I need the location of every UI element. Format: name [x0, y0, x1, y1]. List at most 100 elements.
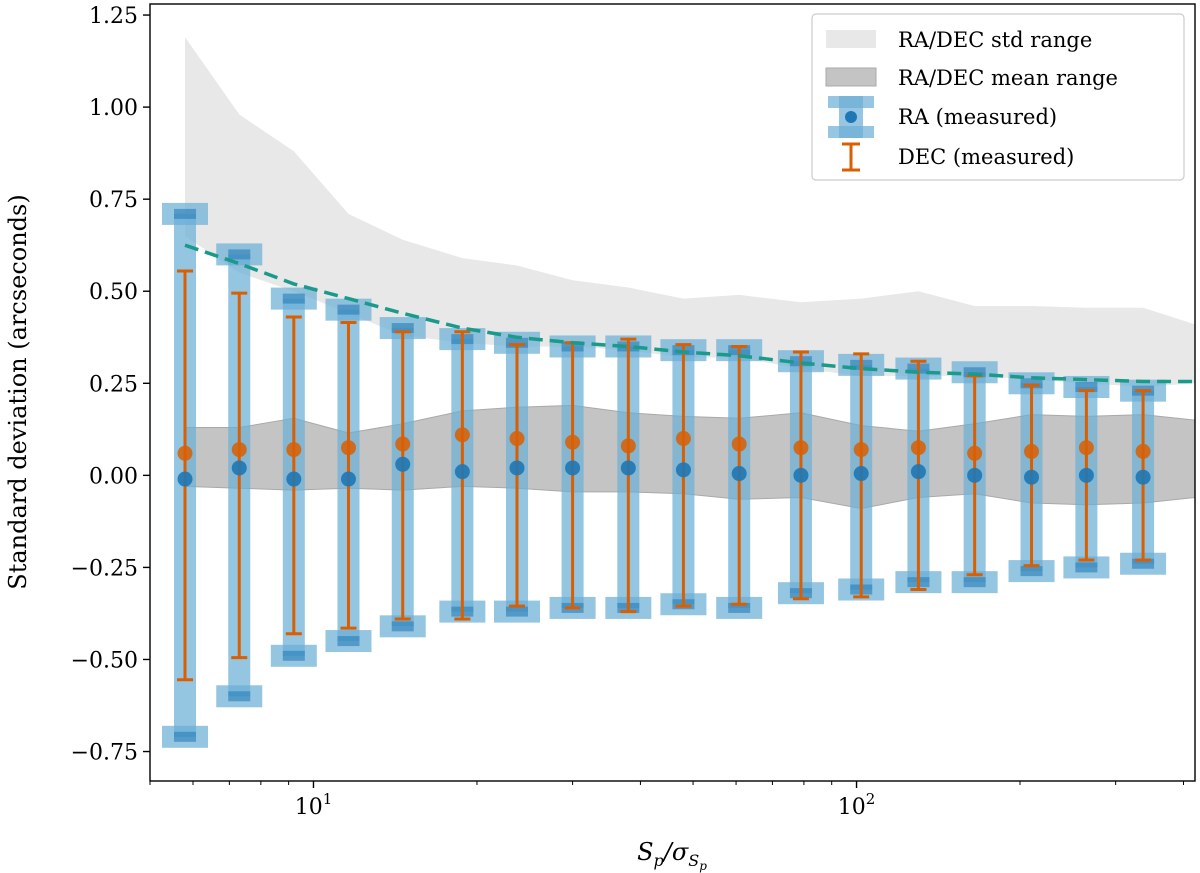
ra-mean-point [910, 464, 926, 480]
ra-mean-point [675, 462, 691, 478]
ra-cap-upper-core [282, 293, 305, 304]
y-tick-label: 0.50 [89, 280, 138, 305]
y-tick-label: 1.00 [89, 96, 138, 121]
legend-label-mean: RA/DEC mean range [898, 66, 1118, 90]
ra-mean-point [967, 467, 983, 483]
x-tick-label-base: 10 [295, 795, 323, 820]
errorbar-group [951, 361, 998, 594]
x-label-sub-p: p [654, 851, 664, 870]
x-tick-label-exponent: 2 [866, 790, 876, 808]
errorbar-group [1120, 379, 1167, 575]
ra-mean-point [395, 456, 411, 472]
dec-mean-point [853, 442, 869, 458]
errorbar-group [549, 335, 596, 619]
dec-mean-point [620, 438, 636, 454]
ra-mean-point [731, 466, 747, 482]
ra-cap-lower-core [963, 577, 986, 588]
errorbar-group [493, 331, 540, 623]
ra-cap-lower-core [228, 691, 251, 702]
dec-mean-point [675, 431, 691, 447]
ra-cap-lower-core [1075, 562, 1098, 573]
dec-mean-point [177, 445, 193, 461]
ra-cap-upper-core [228, 249, 251, 260]
legend-swatch-dec [842, 142, 860, 172]
dec-mean-point [1078, 440, 1094, 456]
legend-label-ra: RA (measured) [898, 105, 1057, 129]
ra-cap-upper-core [1075, 381, 1098, 392]
y-tick-label: 1.25 [89, 4, 138, 29]
ra-cap-upper-core [337, 304, 360, 315]
x-axis: 101 102 [149, 781, 1184, 820]
errorbar-group [216, 243, 263, 708]
errorbar-group [379, 317, 426, 638]
dec-mean-point [454, 427, 470, 443]
ra-cap-lower-core [391, 621, 414, 632]
y-tick-label: 0.25 [89, 372, 138, 397]
std-range-band [185, 37, 1195, 387]
dec-mean-point [509, 431, 525, 447]
x-tick-label-exponent: 1 [323, 790, 333, 808]
ra-mean-point [620, 460, 636, 476]
ra-cap-lower-core [174, 731, 197, 742]
dec-mean-point [395, 436, 411, 452]
ra-mean-point [1135, 469, 1151, 485]
ra-cap-lower-core [1020, 566, 1043, 577]
fit-curve-layer [184, 243, 1195, 384]
x-label-sub-sub-p: p [699, 859, 707, 873]
ra-cap-lower-core [1132, 558, 1155, 569]
y-axis: 1.25 1.00 0.75 0.50 0.25 0.00 −0.25 −0.50 −0.75 [71, 4, 150, 766]
ra-cap-upper-core [174, 208, 197, 219]
ra-mean-point [231, 460, 247, 476]
ra-cap-upper-core [391, 323, 414, 334]
dec-mean-point [340, 440, 356, 456]
ra-cap-upper-core [963, 367, 986, 378]
ra-cap-lower-core [282, 650, 305, 661]
plot-frame [149, 3, 1196, 782]
ra-mean-point [565, 460, 581, 476]
y-tick-label: −0.50 [71, 648, 138, 673]
x-label-sub-s: S [688, 851, 699, 870]
dec-mean-point [793, 440, 809, 456]
fit-curve [184, 243, 1195, 384]
x-label-sigma: /σ [662, 838, 689, 866]
ra-mean-point [853, 466, 869, 482]
errorbar-group [838, 352, 885, 601]
ra-cap-lower-core [337, 636, 360, 647]
legend-label-std: RA/DEC std range [898, 28, 1092, 52]
errorbar-group [777, 350, 824, 605]
ra-mean-point [509, 460, 525, 476]
errorbar-group [605, 335, 652, 619]
ra-mean-point [1024, 469, 1040, 485]
errorbar-group [660, 339, 707, 616]
ra-mean-point [340, 471, 356, 487]
errorbar-group [895, 357, 942, 594]
y-tick-label: 0.75 [89, 188, 138, 213]
dec-mean-point [967, 445, 983, 461]
errorbar-group [716, 339, 763, 619]
ra-cap-upper-core [505, 337, 528, 348]
dec-mean-point [231, 442, 247, 458]
ra-mean-point [454, 464, 470, 480]
y-tick-label: −0.75 [71, 741, 138, 766]
ra-mean-point [177, 471, 193, 487]
dec-mean-point [1135, 443, 1151, 459]
dec-mean-point [286, 442, 302, 458]
legend-swatch-ra [828, 96, 874, 138]
x-tick-label-base: 10 [838, 795, 866, 820]
errorbar-group [325, 298, 372, 653]
legend-swatch-mean [825, 67, 877, 87]
ra-mean-point [1078, 467, 1094, 483]
legend-swatch-std [826, 30, 876, 48]
x-label-s: S [637, 838, 653, 866]
x-axis-label: Sp/σSp [637, 838, 707, 873]
legend-label-dec: DEC (measured) [898, 145, 1074, 169]
dec-mean-point [1024, 443, 1040, 459]
ra-cap-lower-core [505, 606, 528, 617]
errorbar-group [270, 287, 317, 667]
legend-box [811, 13, 1185, 181]
y-axis-label: Standard deviation (arcseconds) [4, 194, 32, 589]
ra-mean-point [286, 471, 302, 487]
ra-mean-point [793, 467, 809, 483]
y-tick-label: 0.00 [89, 464, 138, 489]
